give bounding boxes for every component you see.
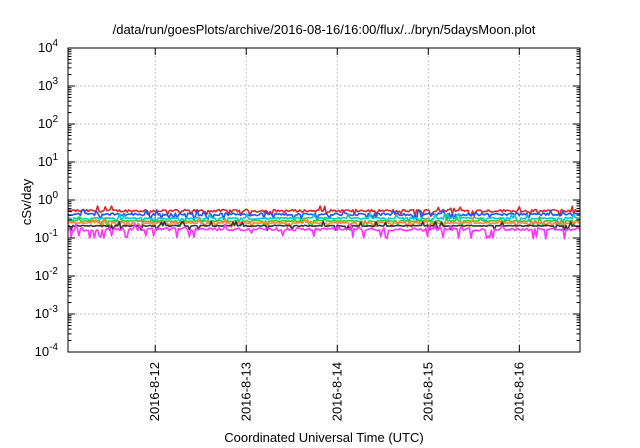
- series-line: [67, 205, 581, 218]
- y-tick-label: 102: [38, 114, 58, 131]
- y-axis-label: cSv/day: [19, 178, 34, 225]
- y-tick-label: 10-4: [35, 342, 59, 359]
- x-tick-label: 2016-8-15: [420, 362, 435, 421]
- y-tick-label: 100: [38, 190, 58, 207]
- y-tick-label: 104: [38, 38, 58, 55]
- y-tick-label: 10-2: [35, 266, 59, 283]
- chart-title: /data/run/goesPlots/archive/2016-08-16/1…: [113, 22, 536, 37]
- x-ticks: 2016-8-12 2016-8-13 2016-8-14 2016-8-15 2016…: [147, 48, 526, 421]
- grid-lines: [68, 48, 580, 352]
- y-tick-label: 103: [38, 76, 58, 93]
- x-tick-label: 2016-8-14: [329, 362, 344, 421]
- series-line: [67, 215, 581, 227]
- y-ticks: 104 103 102 101 100 10-1 10-2 10-3 10-4: [35, 38, 580, 359]
- x-tick-label: 2016-8-16: [511, 362, 526, 421]
- x-axis-label: Coordinated Universal Time (UTC): [224, 430, 423, 445]
- y-tick-label: 10-3: [35, 304, 59, 321]
- series-line: [67, 223, 581, 240]
- series-layer: [67, 205, 581, 240]
- series-line: [67, 208, 581, 221]
- x-tick-label: 2016-8-13: [238, 362, 253, 421]
- y-tick-label: 10-1: [35, 228, 59, 245]
- y-tick-label: 101: [38, 152, 58, 169]
- plot-frame: [67, 47, 581, 353]
- x-tick-label: 2016-8-12: [147, 362, 162, 421]
